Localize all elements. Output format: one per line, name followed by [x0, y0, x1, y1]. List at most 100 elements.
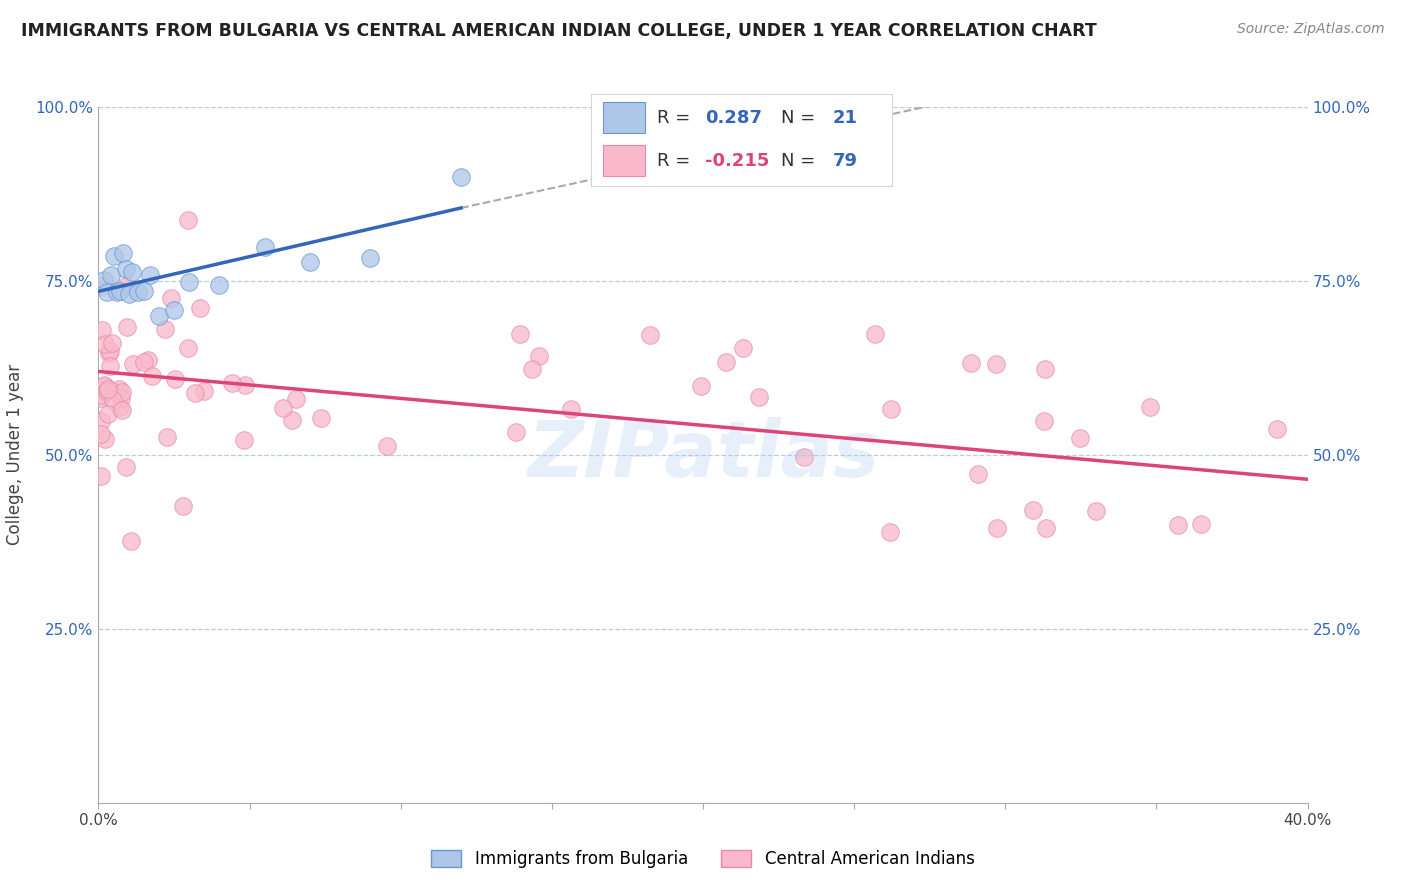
Point — [96, 285, 118, 300]
Point — [193, 384, 215, 399]
Point — [115, 279, 138, 293]
Point — [638, 328, 661, 343]
Point — [90, 469, 112, 483]
Point — [111, 402, 134, 417]
Point — [879, 525, 901, 540]
Point — [94, 379, 117, 393]
Point — [155, 322, 177, 336]
Point — [93, 378, 115, 392]
Point — [880, 401, 903, 416]
Point — [114, 262, 136, 277]
Point — [90, 278, 112, 293]
FancyBboxPatch shape — [591, 94, 893, 187]
Point — [118, 287, 141, 301]
Point — [522, 362, 544, 376]
Point — [132, 284, 155, 298]
Point — [103, 392, 125, 407]
Point — [90, 414, 112, 428]
Point — [208, 277, 231, 292]
Point — [90, 426, 112, 441]
Point — [863, 326, 886, 341]
Point — [188, 301, 211, 315]
Point — [98, 359, 121, 373]
Point — [375, 439, 398, 453]
Point — [221, 376, 243, 390]
Bar — [603, 145, 645, 176]
Point — [1267, 421, 1289, 435]
Point — [253, 239, 276, 253]
Point — [177, 341, 200, 355]
Point — [115, 320, 138, 334]
Point — [1189, 517, 1212, 532]
Point — [110, 391, 132, 405]
Point — [105, 285, 128, 299]
Text: N =: N = — [780, 152, 821, 169]
Point — [793, 450, 815, 464]
Point — [1084, 503, 1107, 517]
Point — [98, 343, 121, 358]
Point — [98, 345, 121, 359]
Point — [360, 252, 382, 266]
Point — [127, 285, 149, 299]
Point — [100, 268, 122, 282]
Text: 79: 79 — [832, 152, 858, 169]
Text: 0.287: 0.287 — [706, 109, 762, 127]
Point — [232, 433, 254, 447]
Point — [281, 412, 304, 426]
Point — [179, 275, 201, 289]
Point — [108, 382, 131, 396]
Point — [450, 170, 472, 185]
Bar — [603, 102, 645, 133]
Point — [285, 392, 308, 406]
Text: ZIPatlas: ZIPatlas — [527, 417, 879, 493]
Point — [527, 349, 550, 363]
Point — [141, 368, 163, 383]
Point — [505, 425, 527, 439]
Point — [1022, 503, 1045, 517]
Point — [967, 467, 990, 482]
Text: R =: R = — [657, 109, 696, 127]
Point — [1167, 518, 1189, 533]
Point — [177, 213, 200, 227]
Point — [509, 327, 531, 342]
Text: 21: 21 — [832, 109, 858, 127]
Point — [148, 309, 170, 323]
Text: Source: ZipAtlas.com: Source: ZipAtlas.com — [1237, 22, 1385, 37]
Point — [108, 285, 131, 299]
Point — [138, 352, 160, 367]
Point — [690, 379, 713, 393]
Point — [1033, 361, 1056, 376]
Point — [172, 499, 194, 513]
Point — [163, 303, 186, 318]
Point — [93, 336, 115, 351]
Point — [90, 388, 112, 402]
Point — [122, 357, 145, 371]
Point — [1139, 401, 1161, 415]
Point — [96, 384, 118, 398]
Point — [114, 460, 136, 475]
Point — [1035, 521, 1057, 535]
Y-axis label: College, Under 1 year: College, Under 1 year — [7, 364, 24, 546]
Point — [160, 291, 183, 305]
Point — [986, 521, 1008, 535]
Point — [120, 533, 142, 548]
Point — [309, 410, 332, 425]
Point — [271, 401, 294, 416]
Point — [184, 386, 207, 401]
Point — [299, 254, 322, 268]
Point — [155, 429, 177, 443]
Point — [560, 401, 582, 416]
Point — [91, 323, 114, 337]
Point — [103, 249, 125, 263]
Point — [110, 400, 132, 414]
Legend: Immigrants from Bulgaria, Central American Indians: Immigrants from Bulgaria, Central Americ… — [425, 843, 981, 874]
Point — [714, 355, 737, 369]
Point — [233, 378, 256, 392]
Point — [100, 335, 122, 350]
Point — [132, 355, 155, 369]
Point — [104, 385, 127, 400]
Point — [960, 355, 983, 369]
Point — [139, 268, 162, 282]
Text: IMMIGRANTS FROM BULGARIA VS CENTRAL AMERICAN INDIAN COLLEGE, UNDER 1 YEAR CORREL: IMMIGRANTS FROM BULGARIA VS CENTRAL AMER… — [21, 22, 1097, 40]
Text: N =: N = — [780, 109, 821, 127]
